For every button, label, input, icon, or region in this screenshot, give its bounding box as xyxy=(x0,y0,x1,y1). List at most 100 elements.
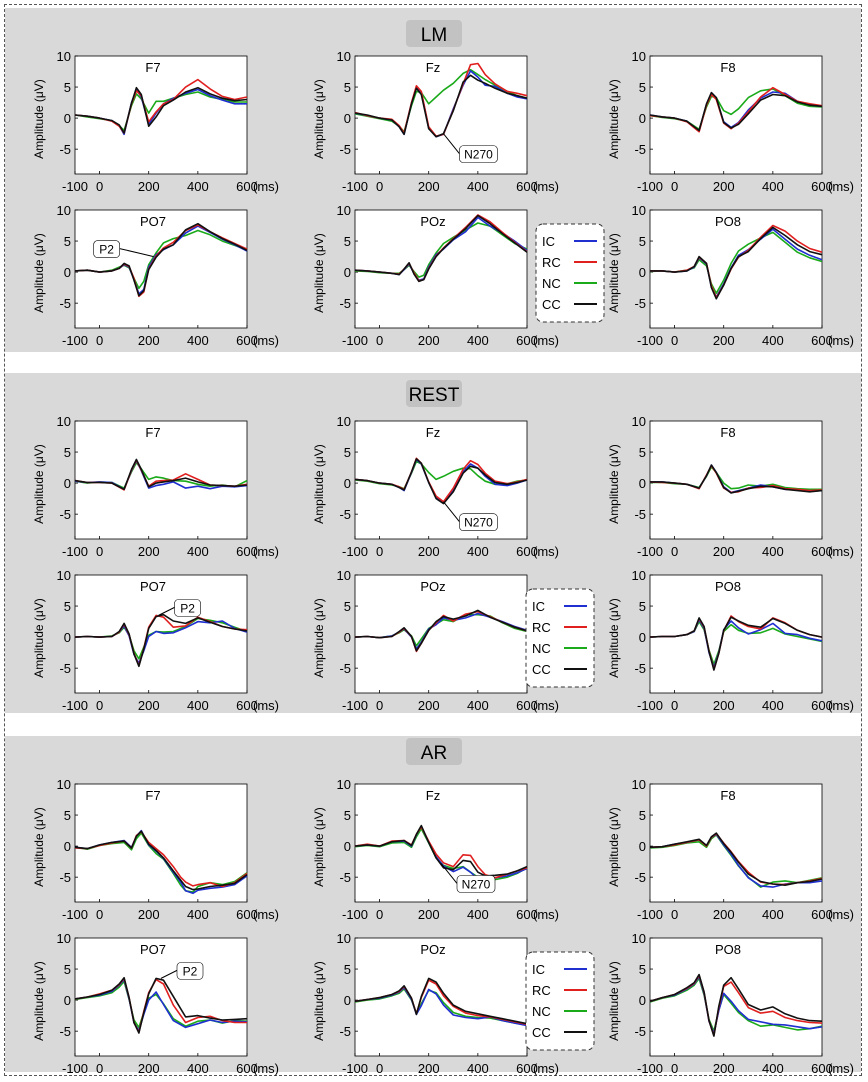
annotation-n270: N270 xyxy=(462,877,491,891)
y-tick-label: -5 xyxy=(634,1024,646,1039)
annotation-pointer xyxy=(443,133,460,154)
y-axis-label: Amplitude (μV) xyxy=(32,444,46,524)
y-tick-label: -5 xyxy=(59,507,71,522)
y-axis-label: Amplitude (μV) xyxy=(607,79,621,159)
electrode-title: F7 xyxy=(145,60,160,75)
chart-po8: 10 5 0 -5 -100 0 200 400 600(ms) Amplitude (μV) PO… xyxy=(607,931,854,1076)
x-tick-label: -100 xyxy=(637,698,663,713)
x-tick-label: -100 xyxy=(62,179,88,194)
x-tick-label: 600 xyxy=(516,544,538,559)
electrode-title: F7 xyxy=(145,425,160,440)
chart-f7: 10 5 0 -5 -100 0 200 400 600(ms) Amplitude (μV) F7 xyxy=(32,49,279,194)
electrode-title: F8 xyxy=(720,60,735,75)
plot-area xyxy=(649,55,823,175)
chart-poz: 10 5 0 -5 -100 0 200 400 600(ms) Amplitude (μV) PO… xyxy=(312,568,559,713)
y-tick-label: 10 xyxy=(337,931,351,946)
electrode-title: F7 xyxy=(145,788,160,803)
x-tick-label: 0 xyxy=(96,907,103,922)
x-tick-label: -100 xyxy=(62,544,88,559)
series-line-cc xyxy=(354,609,528,652)
chart-f8: 10 5 0 -5 -100 0 200 400 600(ms) Amplitude (μV) F8 xyxy=(607,49,854,194)
y-tick-label: 5 xyxy=(344,599,351,614)
legend: IC RC NC CC xyxy=(525,588,595,688)
x-tick-label: 200 xyxy=(138,544,160,559)
x-tick-label: 400 xyxy=(187,698,209,713)
plot-area xyxy=(649,209,823,329)
y-tick-label: 10 xyxy=(337,203,351,218)
series-line-cc xyxy=(649,832,823,886)
y-tick-label: 5 xyxy=(64,599,71,614)
x-tick-label: -100 xyxy=(637,907,663,922)
x-tick-label: 400 xyxy=(467,333,489,348)
y-tick-label: 5 xyxy=(639,962,646,977)
annotation-box xyxy=(174,599,201,617)
electrode-title: PO8 xyxy=(715,214,741,229)
y-tick-label: 5 xyxy=(64,808,71,823)
electrode-title: Fz xyxy=(426,788,440,803)
x-tick-label: 400 xyxy=(762,1061,784,1076)
x-tick-label: -100 xyxy=(342,1061,368,1076)
y-tick-label: 0 xyxy=(344,993,351,1008)
x-tick-label: -100 xyxy=(342,907,368,922)
y-tick-label: -5 xyxy=(339,296,351,311)
electrode-title: F8 xyxy=(720,788,735,803)
y-tick-label: 5 xyxy=(64,234,71,249)
y-tick-label: 5 xyxy=(64,445,71,460)
y-tick-label: 10 xyxy=(632,777,646,792)
series-line-cc xyxy=(354,214,528,283)
series-line-ic xyxy=(74,978,248,1032)
y-tick-label: -5 xyxy=(634,507,646,522)
condition-title-box xyxy=(406,738,462,765)
x-tick-label: 0 xyxy=(671,698,678,713)
y-tick-label: 0 xyxy=(639,265,646,280)
y-tick-label: 10 xyxy=(632,49,646,64)
x-tick-label: 400 xyxy=(187,179,209,194)
series-line-cc xyxy=(649,91,823,132)
y-tick-label: -5 xyxy=(59,296,71,311)
x-tick-label: 400 xyxy=(762,544,784,559)
y-tick-label: -5 xyxy=(59,142,71,157)
annotation-pointer xyxy=(440,863,458,884)
electrode-title: PO7 xyxy=(140,214,166,229)
x-tick-label: 400 xyxy=(762,698,784,713)
x-tick-label: 600 xyxy=(236,1061,258,1076)
y-tick-label: -5 xyxy=(634,142,646,157)
x-tick-label: 400 xyxy=(762,333,784,348)
y-tick-label: 0 xyxy=(344,630,351,645)
chart-po8: 10 5 0 -5 -100 0 200 400 600(ms) Amplitude (μV) PO… xyxy=(607,203,854,348)
legend-label-rc: RC xyxy=(542,255,561,270)
legend-label-ic: IC xyxy=(532,962,545,977)
y-tick-label: 5 xyxy=(64,962,71,977)
x-tick-label: 600 xyxy=(516,907,538,922)
x-unit-label: (ms) xyxy=(828,179,854,194)
plot-area xyxy=(74,783,248,903)
x-tick-label: 600 xyxy=(236,907,258,922)
x-tick-label: 400 xyxy=(762,179,784,194)
x-tick-label: 600 xyxy=(516,1061,538,1076)
y-axis-label: Amplitude (μV) xyxy=(607,233,621,313)
x-tick-label: 0 xyxy=(671,179,678,194)
x-tick-label: 0 xyxy=(671,544,678,559)
y-tick-label: 0 xyxy=(639,476,646,491)
x-unit-label: (ms) xyxy=(828,907,854,922)
x-tick-label: 400 xyxy=(467,544,489,559)
y-tick-label: -5 xyxy=(339,1024,351,1039)
annotation-n270: N270 xyxy=(464,516,493,530)
x-tick-label: 200 xyxy=(418,907,440,922)
plot-area xyxy=(354,783,528,903)
y-tick-label: 5 xyxy=(344,80,351,95)
x-tick-label: 600 xyxy=(236,333,258,348)
chart-fz: 10 5 0 -5 -100 0 200 400 600(ms) Amplitude (μV) Fz… xyxy=(312,777,559,922)
x-tick-label: 600 xyxy=(811,907,833,922)
x-tick-label: 600 xyxy=(236,698,258,713)
condition-title-box xyxy=(406,380,462,407)
x-tick-label: 600 xyxy=(811,179,833,194)
x-tick-label: 0 xyxy=(96,698,103,713)
x-tick-label: 400 xyxy=(467,179,489,194)
chart-f7: 10 5 0 -5 -100 0 200 400 600(ms) Amplitude (μV) F7 xyxy=(32,414,279,559)
x-tick-label: 200 xyxy=(418,544,440,559)
y-axis-label: Amplitude (μV) xyxy=(312,961,326,1041)
annotation-pointer xyxy=(443,501,460,523)
